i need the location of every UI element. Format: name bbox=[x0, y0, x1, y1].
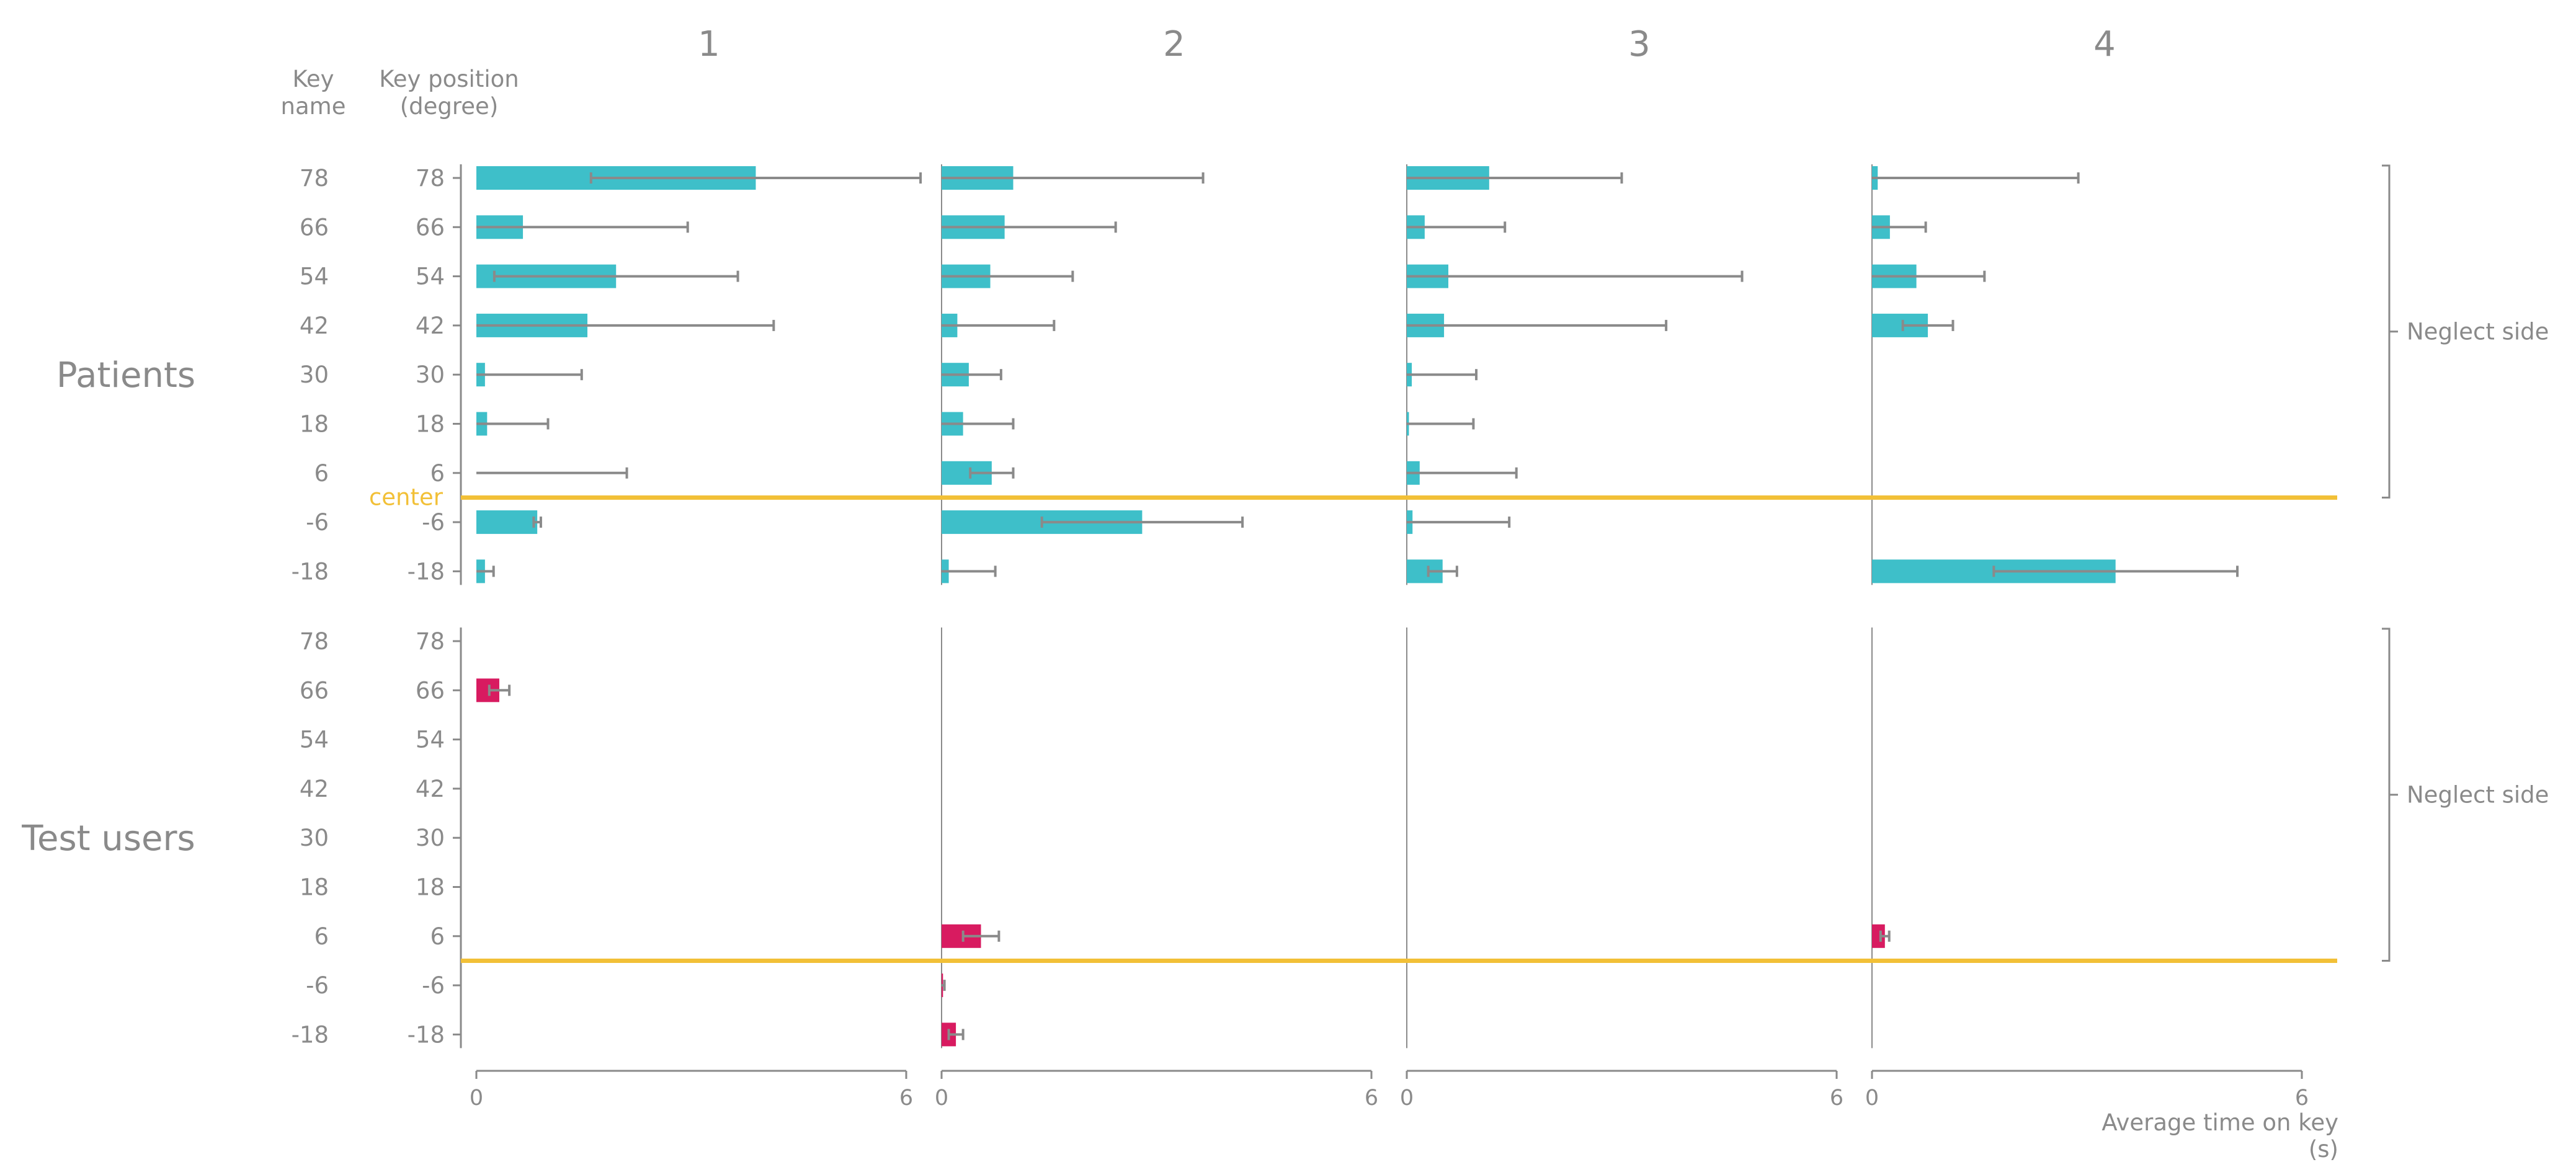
center-label: center bbox=[369, 484, 443, 510]
key-position-label: -18 bbox=[408, 1021, 445, 1048]
key-position-label: 66 bbox=[416, 677, 445, 704]
bar bbox=[476, 510, 538, 534]
key-position-label: 30 bbox=[416, 825, 445, 851]
key-position-label: 54 bbox=[416, 727, 445, 753]
key-name-label: 78 bbox=[300, 628, 329, 655]
key-position-label: 54 bbox=[416, 264, 445, 290]
x-tick-label: 6 bbox=[899, 1086, 913, 1111]
key-name-label: 54 bbox=[300, 264, 329, 290]
key-position-label: -6 bbox=[422, 972, 445, 999]
x-tick-label: 0 bbox=[935, 1086, 948, 1111]
key-name-label: -18 bbox=[292, 1021, 329, 1048]
neglect-bracket bbox=[2382, 627, 2391, 962]
key-position-label: 42 bbox=[416, 313, 445, 339]
x-axis-label: Average time on key (s) bbox=[2101, 1109, 2338, 1163]
key-name-label: 54 bbox=[300, 727, 329, 753]
panel-title: 4 bbox=[2093, 24, 2116, 64]
key-name-label: 66 bbox=[300, 214, 329, 241]
key-name-label: 42 bbox=[300, 313, 329, 339]
neglect-bracket bbox=[2382, 164, 2391, 499]
key-name-label: 6 bbox=[314, 923, 329, 950]
key-position-label: 30 bbox=[416, 361, 445, 388]
key-name-label: 30 bbox=[300, 361, 329, 388]
key-position-label: 78 bbox=[416, 628, 445, 655]
group-label: Patients bbox=[56, 355, 195, 396]
key-position-label: -6 bbox=[422, 509, 445, 536]
x-tick-label: 0 bbox=[1865, 1086, 1879, 1111]
key-name-label: 78 bbox=[300, 165, 329, 192]
panel-title: 2 bbox=[1163, 24, 1185, 64]
key-position-label: 18 bbox=[416, 874, 445, 901]
key-name-label: 66 bbox=[300, 677, 329, 704]
key-position-label: 6 bbox=[430, 923, 445, 950]
key-position-label: 66 bbox=[416, 214, 445, 241]
column-header-key-name: Key name bbox=[281, 66, 346, 120]
group-label: Test users bbox=[21, 818, 195, 859]
x-tick-label: 6 bbox=[1365, 1086, 1378, 1111]
key-name-label: 42 bbox=[300, 776, 329, 802]
x-tick-label: 6 bbox=[1830, 1086, 1843, 1111]
key-name-label: 18 bbox=[300, 411, 329, 438]
panel-title: 1 bbox=[698, 24, 720, 64]
key-name-label: -6 bbox=[306, 972, 329, 999]
key-position-label: 42 bbox=[416, 776, 445, 802]
x-tick-label: 0 bbox=[1400, 1086, 1414, 1111]
key-position-label: 6 bbox=[430, 460, 445, 487]
neglect-side-label: Neglect side bbox=[2407, 782, 2549, 809]
bar bbox=[1872, 924, 1885, 948]
key-position-label: -18 bbox=[408, 558, 445, 585]
x-tick-label: 6 bbox=[2295, 1086, 2309, 1111]
panel-title: 3 bbox=[1628, 24, 1651, 64]
column-header-key-position: Key position (degree) bbox=[379, 66, 519, 120]
key-name-label: 30 bbox=[300, 825, 329, 851]
key-name-label: 18 bbox=[300, 874, 329, 901]
key-name-label: 6 bbox=[314, 460, 329, 487]
key-name-label: -18 bbox=[292, 558, 329, 585]
key-position-label: 78 bbox=[416, 165, 445, 192]
key-position-label: 18 bbox=[416, 411, 445, 438]
key-name-label: -6 bbox=[306, 509, 329, 536]
x-tick-label: 0 bbox=[470, 1086, 483, 1111]
neglect-side-label: Neglect side bbox=[2407, 319, 2549, 345]
